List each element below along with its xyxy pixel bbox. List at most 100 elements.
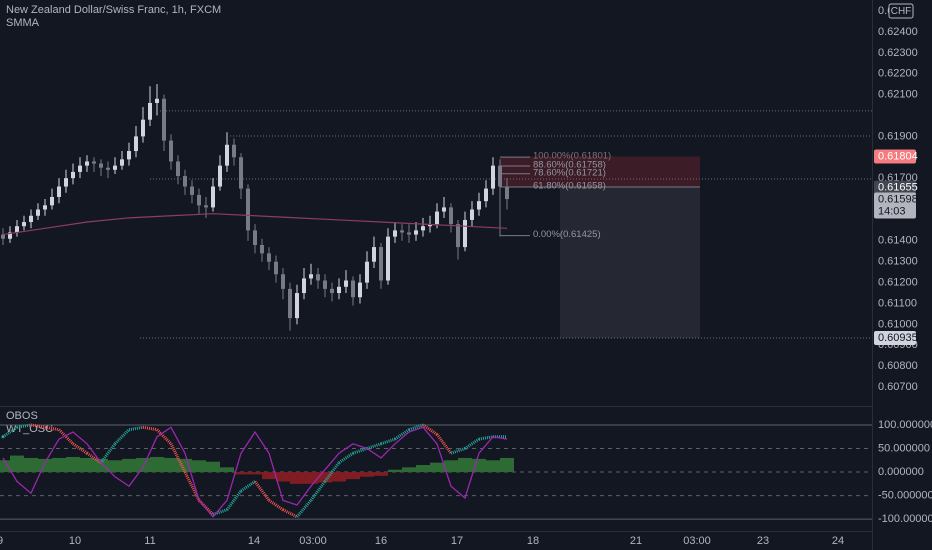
- y-tick-label: 0.60800: [878, 360, 918, 372]
- area-bar: [416, 464, 430, 473]
- price-label: 0.60935: [878, 332, 918, 344]
- area-bar: [444, 460, 458, 473]
- candle-body: [113, 165, 117, 170]
- area-bar: [262, 472, 276, 480]
- wave-segment: [169, 443, 187, 473]
- candle-body: [456, 224, 460, 248]
- wave-segment: [183, 471, 201, 501]
- candle-body: [148, 102, 152, 120]
- candle-body: [351, 280, 355, 298]
- candle-body: [323, 280, 327, 289]
- wave-segment: [128, 425, 144, 432]
- y-tick-label: 0.61100: [878, 297, 917, 309]
- indicator-label: OBOS: [6, 410, 38, 422]
- candle-body: [85, 161, 89, 166]
- candle-body: [463, 219, 467, 248]
- candle-body: [295, 293, 299, 319]
- y-tick-label: 0.62100: [878, 89, 918, 101]
- candle-body: [218, 165, 222, 187]
- candle-body: [183, 176, 187, 187]
- candle-body: [505, 186, 509, 200]
- x-tick-label: 03:00: [683, 535, 711, 547]
- area-bar: [402, 467, 416, 473]
- area-bar: [248, 472, 262, 475]
- area-bar: [360, 472, 374, 477]
- x-tick-label: 17: [451, 535, 463, 547]
- area-bar: [234, 472, 248, 475]
- wave-segment: [282, 508, 298, 519]
- currency-box[interactable]: [888, 3, 914, 19]
- candle-body: [190, 186, 194, 195]
- candle-body: [260, 245, 264, 254]
- area-bar: [178, 458, 192, 473]
- area-bar: [80, 457, 94, 473]
- x-tick-label: 14: [248, 535, 260, 547]
- wave-segment: [408, 423, 424, 432]
- y-tick-label: 0.60700: [878, 381, 918, 393]
- chart-title: New Zealand Dollar/Swiss Franc, 1h, FXCM: [6, 4, 221, 16]
- y-tick-label: -50.000000: [878, 490, 932, 502]
- x-tick-label: 21: [630, 535, 642, 547]
- candle-body: [316, 274, 320, 281]
- candle-body: [365, 261, 369, 283]
- candle-body: [29, 215, 33, 223]
- wave-segment: [155, 428, 173, 445]
- candle-body: [267, 253, 271, 262]
- fib-label: 88.60%(0.61758): [533, 160, 606, 171]
- candle-body: [232, 144, 236, 158]
- candle-body: [309, 274, 313, 279]
- candle-body: [239, 157, 243, 189]
- smma-line: [2, 213, 508, 236]
- candle-body: [141, 119, 145, 137]
- area-bar: [10, 455, 24, 473]
- y-tick-label: 0.62300: [878, 47, 918, 59]
- currency[interactable]: CHF: [891, 6, 912, 17]
- area-bar: [304, 472, 318, 484]
- wave-segment: [16, 423, 32, 429]
- price-label-box: [874, 192, 916, 219]
- indicator-label: SMMA: [6, 17, 40, 29]
- y-tick-label: 0.62200: [878, 68, 918, 80]
- y-tick-label: 0.61000: [878, 318, 918, 330]
- area-bar: [24, 457, 38, 473]
- candle-body: [372, 247, 376, 262]
- x-tick-label: 9: [0, 535, 3, 547]
- area-bar: [136, 457, 150, 473]
- wave-segment: [57, 428, 75, 445]
- area-bar: [206, 461, 220, 473]
- wave-segment: [30, 423, 46, 429]
- area-bar: [374, 472, 388, 476]
- x-tick-label: 18: [527, 535, 539, 547]
- candle-body: [43, 205, 47, 210]
- area-bar: [318, 472, 332, 483]
- x-tick-label: 10: [69, 535, 81, 547]
- candle-body: [407, 232, 411, 235]
- fib-label: 78.60%(0.61721): [533, 167, 606, 178]
- area-bar: [164, 457, 178, 473]
- area-bar: [346, 472, 360, 480]
- price-label-box: [874, 180, 916, 195]
- target-zone: [500, 156, 700, 188]
- area-bar: [108, 460, 122, 473]
- y-tick-label: 0.61400: [878, 235, 918, 247]
- area-bar: [472, 458, 486, 473]
- wave-start: [1, 435, 5, 439]
- candle-body: [50, 196, 54, 206]
- candle-body: [92, 161, 96, 164]
- area-bar: [94, 458, 108, 473]
- wave-segment: [142, 425, 158, 432]
- wave-segment: [366, 442, 382, 450]
- candle-body: [169, 140, 173, 162]
- candle-body: [330, 288, 334, 294]
- candle-body: [36, 209, 40, 216]
- candle-body: [71, 171, 75, 179]
- wave-segment: [113, 428, 131, 445]
- area-bar: [220, 467, 234, 473]
- candle-body: [64, 178, 68, 187]
- x-tick-label: 23: [757, 535, 769, 547]
- wave-segment: [72, 442, 88, 455]
- candle-body: [106, 167, 110, 170]
- candle-body: [302, 278, 306, 294]
- candle-body: [274, 261, 278, 275]
